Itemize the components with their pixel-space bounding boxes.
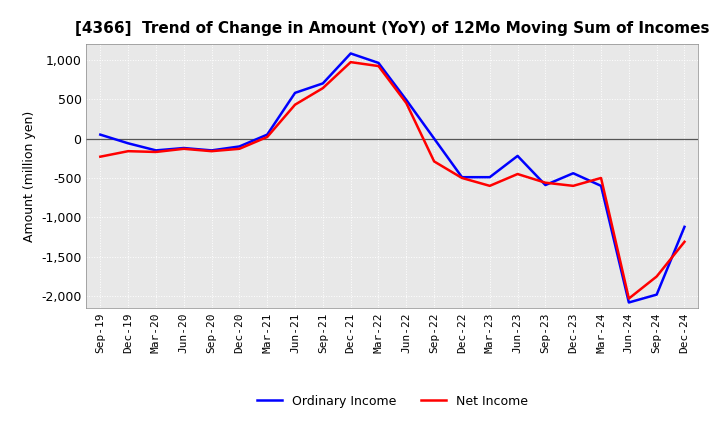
Net Income — [263, 134, 271, 139]
Ordinary Income — [124, 141, 132, 146]
Net Income — [152, 149, 161, 154]
Net Income — [541, 180, 550, 185]
Net Income — [207, 149, 216, 154]
Net Income — [179, 146, 188, 151]
Ordinary Income — [680, 224, 689, 230]
Net Income — [485, 183, 494, 188]
Ordinary Income — [430, 136, 438, 141]
Net Income — [597, 175, 606, 180]
Ordinary Income — [346, 51, 355, 56]
Net Income — [513, 172, 522, 177]
Net Income — [624, 296, 633, 301]
Legend: Ordinary Income, Net Income: Ordinary Income, Net Income — [252, 390, 533, 413]
Line: Ordinary Income: Ordinary Income — [100, 53, 685, 302]
Net Income — [430, 159, 438, 164]
Ordinary Income — [485, 175, 494, 180]
Ordinary Income — [624, 300, 633, 305]
Ordinary Income — [152, 148, 161, 153]
Ordinary Income — [541, 183, 550, 188]
Ordinary Income — [374, 60, 383, 66]
Ordinary Income — [318, 81, 327, 86]
Net Income — [291, 102, 300, 107]
Ordinary Income — [291, 90, 300, 95]
Net Income — [458, 175, 467, 180]
Net Income — [318, 85, 327, 91]
Ordinary Income — [597, 183, 606, 188]
Title: [4366]  Trend of Change in Amount (YoY) of 12Mo Moving Sum of Incomes: [4366] Trend of Change in Amount (YoY) o… — [75, 21, 710, 36]
Ordinary Income — [179, 145, 188, 150]
Net Income — [346, 59, 355, 65]
Ordinary Income — [207, 148, 216, 153]
Ordinary Income — [569, 171, 577, 176]
Net Income — [124, 149, 132, 154]
Ordinary Income — [652, 292, 661, 297]
Ordinary Income — [458, 175, 467, 180]
Net Income — [402, 100, 410, 106]
Ordinary Income — [263, 132, 271, 137]
Net Income — [652, 274, 661, 279]
Ordinary Income — [402, 97, 410, 103]
Ordinary Income — [96, 132, 104, 137]
Net Income — [235, 146, 243, 151]
Net Income — [569, 183, 577, 188]
Net Income — [96, 154, 104, 159]
Line: Net Income: Net Income — [100, 62, 685, 299]
Ordinary Income — [513, 153, 522, 158]
Ordinary Income — [235, 144, 243, 149]
Net Income — [680, 239, 689, 245]
Y-axis label: Amount (million yen): Amount (million yen) — [22, 110, 35, 242]
Net Income — [374, 63, 383, 69]
